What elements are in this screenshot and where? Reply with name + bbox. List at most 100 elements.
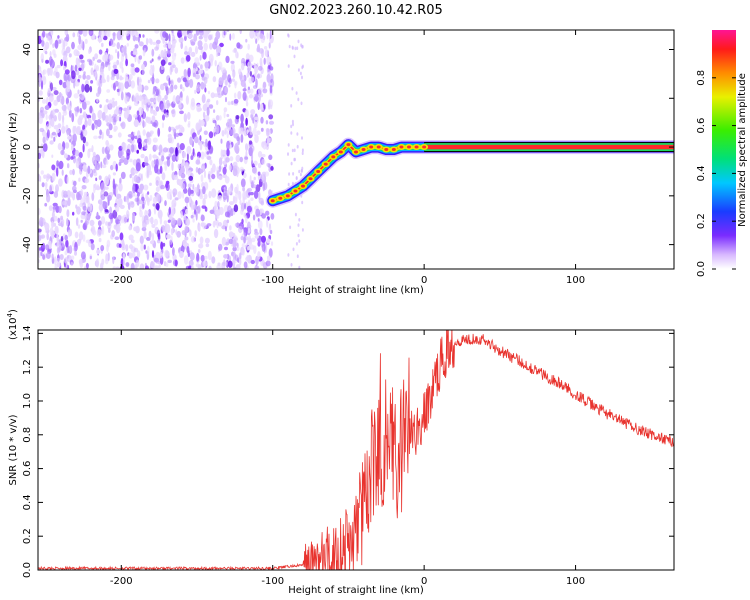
noise-speck	[220, 67, 227, 73]
noise-speck	[157, 127, 161, 137]
noise-speck	[134, 44, 139, 49]
noise-speck	[183, 113, 188, 123]
figure-title: GN02.2023.260.10.42.R05	[269, 3, 443, 18]
noise-speck	[130, 143, 135, 153]
noise-speck	[260, 200, 265, 206]
noise-speck	[258, 48, 264, 54]
signal-point-core	[331, 155, 336, 159]
noise-speck	[180, 57, 185, 64]
noise-speck	[107, 194, 112, 201]
noise-speck	[171, 161, 174, 171]
noise-speck	[250, 181, 254, 189]
noise-speck	[265, 142, 270, 151]
noise-speck	[74, 231, 79, 239]
noise-speck	[82, 111, 87, 119]
noise-speck	[105, 98, 109, 103]
noise-speck	[259, 228, 263, 236]
spectrogram-x-ticks: -200 -100 0 100	[110, 30, 585, 286]
noise-speck	[164, 249, 170, 258]
noise-speck	[54, 225, 59, 235]
noise-speck	[78, 35, 82, 45]
noise-speck	[245, 117, 248, 126]
noise-speck	[298, 169, 301, 174]
noise-speck	[144, 85, 149, 91]
noise-speck	[182, 77, 188, 83]
noise-speck	[44, 228, 50, 234]
noise-speck	[52, 206, 56, 210]
noise-speck	[118, 182, 123, 192]
noise-speck	[91, 123, 95, 131]
noise-speck	[64, 36, 69, 42]
noise-speck	[46, 123, 52, 129]
noise-speck	[51, 172, 56, 182]
noise-speck	[108, 134, 113, 139]
noise-speck	[88, 30, 94, 37]
noise-speck	[175, 125, 180, 130]
noise-speck	[63, 190, 68, 197]
noise-speck	[78, 74, 82, 79]
noise-speck	[236, 52, 239, 59]
noise-speck	[218, 243, 223, 251]
noise-speck	[165, 50, 171, 55]
noise-speck	[51, 164, 56, 171]
noise-speck	[292, 247, 295, 252]
noise-speck	[232, 49, 236, 53]
noise-speck	[58, 111, 62, 122]
noise-speck	[99, 30, 105, 39]
noise-speck	[243, 227, 249, 233]
noise-speck	[73, 80, 76, 89]
noise-speck	[214, 200, 218, 210]
noise-speck	[206, 98, 211, 103]
noise-speck	[82, 129, 88, 137]
x-tick-label: 100	[566, 576, 585, 587]
noise-speck	[72, 168, 75, 176]
noise-speck	[43, 110, 48, 115]
noise-speck	[194, 186, 199, 193]
noise-speck	[62, 119, 65, 129]
noise-speck	[210, 167, 214, 175]
noise-speck	[41, 98, 47, 104]
noise-speck	[143, 230, 147, 240]
noise-speck	[188, 196, 192, 204]
noise-speck	[49, 140, 54, 145]
noise-speck	[142, 219, 147, 229]
noise-speck	[296, 144, 299, 149]
noise-speck	[198, 69, 204, 75]
signal-layer	[265, 137, 674, 208]
noise-speck	[250, 237, 256, 243]
noise-speck	[166, 180, 170, 185]
carrier-band-core	[424, 144, 674, 150]
noise-speck	[116, 42, 121, 50]
noise-speck	[290, 104, 293, 108]
signal-point-core	[354, 150, 358, 154]
noise-speck	[249, 30, 255, 39]
noise-speck	[158, 264, 161, 269]
noise-speck	[175, 132, 179, 138]
noise-speck	[142, 120, 145, 129]
noise-speck	[204, 30, 209, 39]
noise-speck	[270, 166, 274, 171]
noise-speck	[301, 148, 304, 152]
noise-speck	[253, 176, 256, 181]
noise-speck	[213, 109, 216, 113]
noise-speck	[40, 170, 44, 175]
noise-speck	[232, 161, 238, 167]
noise-speck	[44, 50, 48, 55]
noise-speck	[167, 133, 172, 138]
noise-speck	[174, 52, 177, 57]
noise-speck	[266, 68, 270, 73]
noise-speck	[125, 262, 130, 267]
noise-speck	[82, 165, 86, 170]
noise-speck	[74, 64, 78, 72]
noise-speck	[96, 229, 102, 237]
noise-speck	[236, 246, 240, 251]
noise-speck	[65, 261, 68, 269]
noise-speck	[42, 143, 48, 152]
noise-speck	[107, 30, 111, 38]
noise-speck	[75, 127, 81, 135]
noise-speck	[116, 88, 120, 93]
noise-speck	[105, 221, 109, 226]
snr-y-label: SNR (10 * v/v)	[8, 414, 19, 485]
noise-speck	[244, 109, 249, 118]
